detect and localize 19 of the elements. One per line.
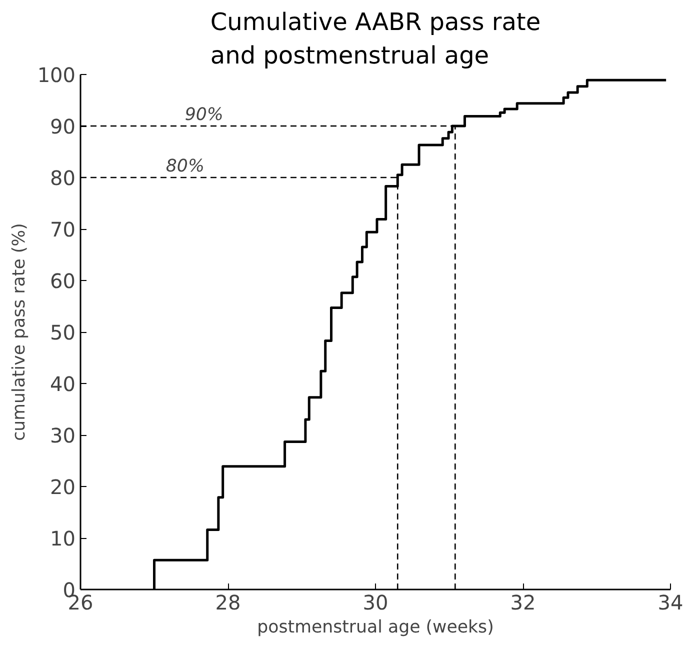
y-tick-label: 30 — [50, 424, 76, 448]
x-tick-label: 34 — [658, 590, 684, 614]
y-tick-label: 70 — [50, 218, 76, 242]
x-axis-title: postmenstrual age (weeks) — [257, 618, 494, 638]
ref-line-label: 80% — [166, 156, 204, 176]
ref-line-label: 90% — [184, 105, 224, 125]
chart-title: Cumulative AABR pass rate and postmenstrual age — [210, 8, 541, 70]
x-tick-label: 28 — [215, 590, 241, 614]
y-axis-title: cumulative pass rate (%) — [9, 223, 30, 441]
y-tick-label: 50 — [50, 320, 76, 344]
y-tick-label: 100 — [37, 63, 76, 87]
y-tick-label: 40 — [50, 372, 76, 396]
y-tick-label: 20 — [50, 475, 76, 499]
y-tick-label: 10 — [50, 526, 76, 550]
y-tick-label: 90 — [50, 114, 76, 138]
y-tick-label: 60 — [50, 269, 76, 293]
x-tick-label: 32 — [510, 590, 536, 614]
y-tick-label: 80 — [50, 166, 76, 190]
x-tick-label: 30 — [362, 590, 388, 614]
